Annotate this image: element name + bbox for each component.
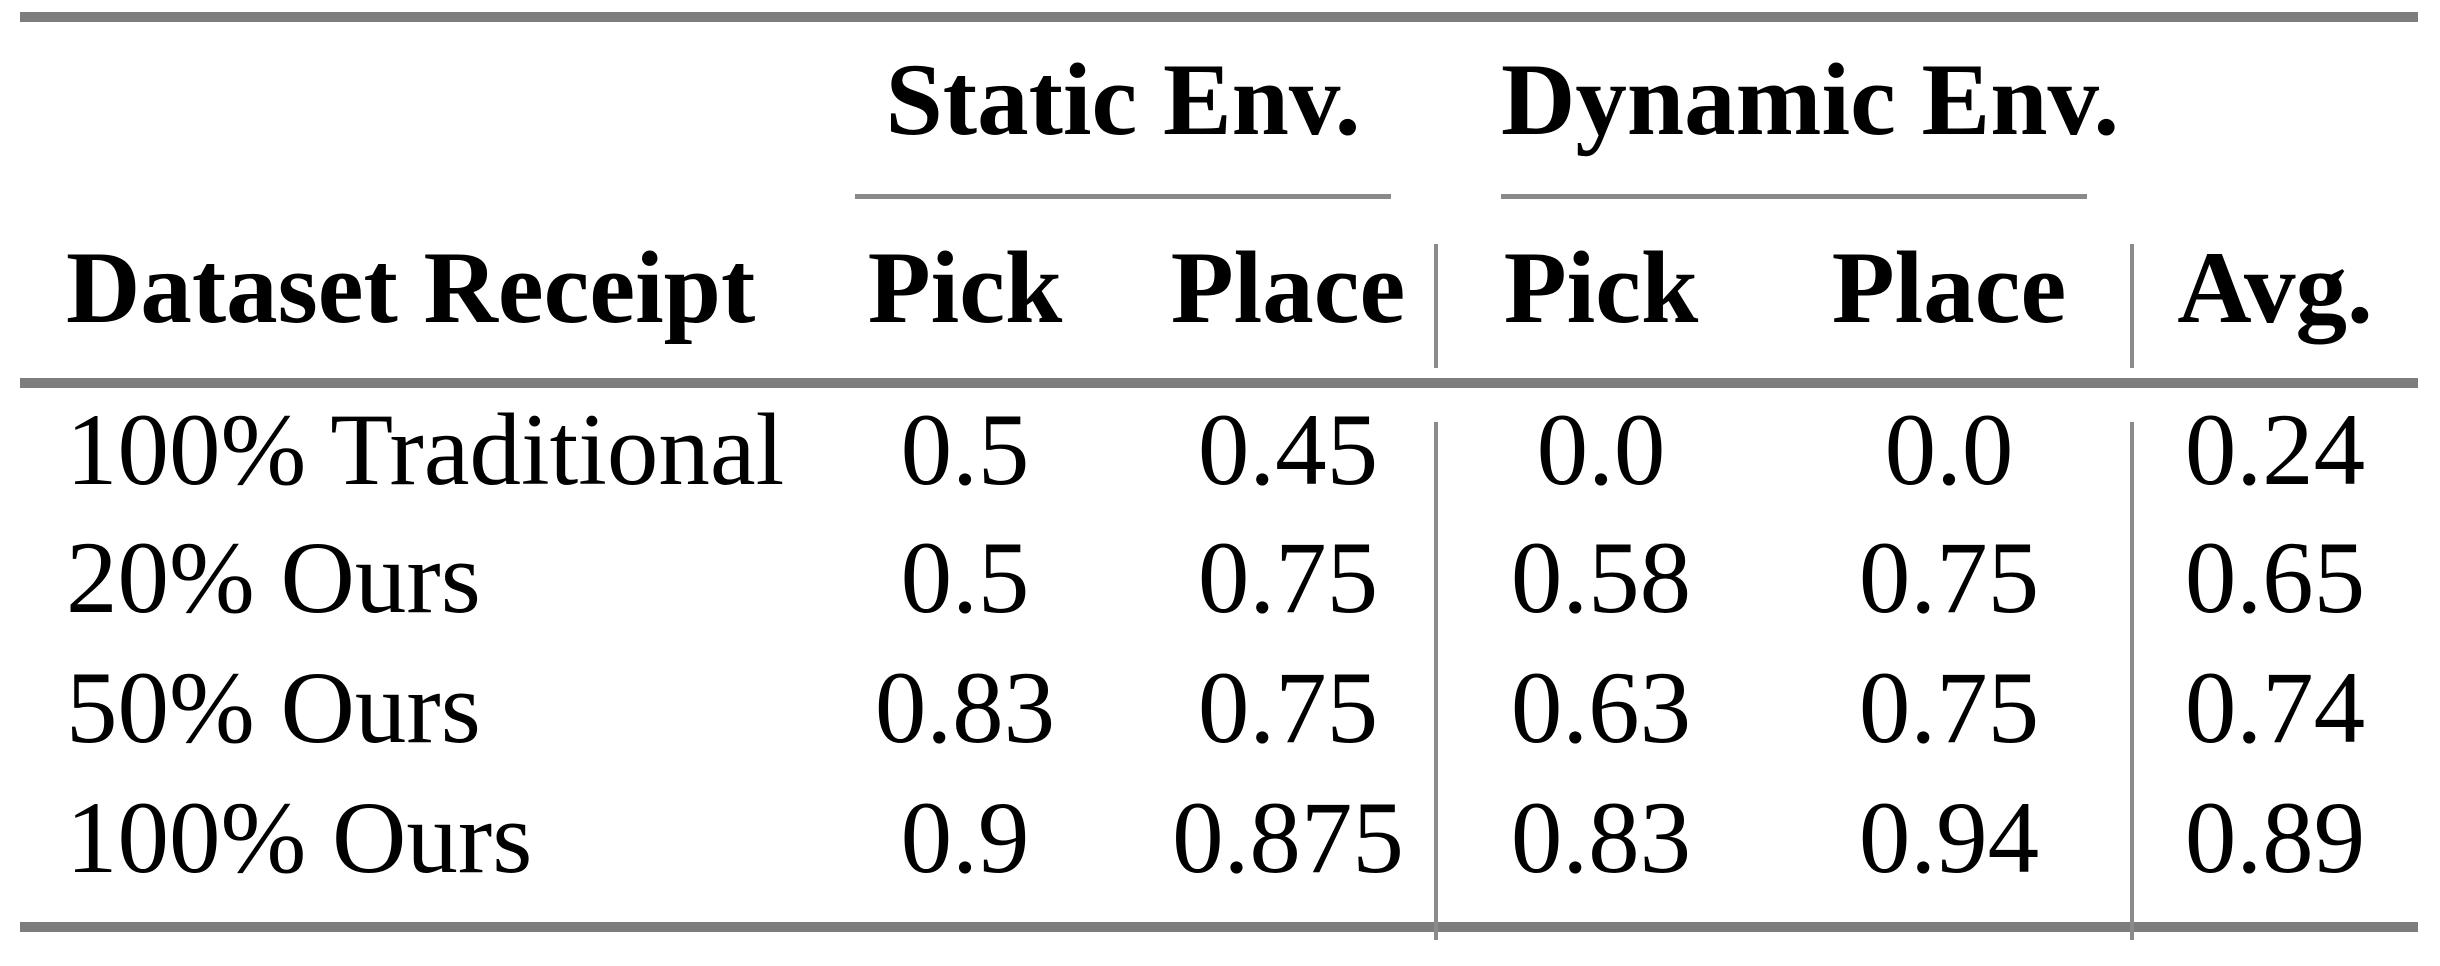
table-row-20pct-ours: 20% Ours 0.5 0.75 0.58 0.75 0.65 [20, 513, 2418, 643]
cell-static-pick: 0.83 [874, 650, 1056, 765]
row-label: 100% Traditional [66, 393, 785, 507]
static-env-underline-rule [855, 194, 1391, 199]
column-header-avg: Avg. [2132, 199, 2419, 388]
body-column-separator-static-dynamic [1434, 422, 1438, 940]
bottom-spacer-row [20, 903, 2418, 927]
header-column-separator-dynamic-avg [2130, 244, 2134, 368]
cell-static-pick: 0.5 [900, 520, 1030, 635]
cell-static-place: 0.75 [1197, 520, 1379, 635]
row-label: 50% Ours [66, 650, 481, 765]
body-column-separator-dynamic-avg [2130, 422, 2134, 940]
header-column-separator-static-dynamic [1434, 244, 1438, 368]
cell-dynamic-place: 0.0 [1884, 393, 2014, 507]
cell-dynamic-place: 0.94 [1858, 780, 2040, 895]
column-header-dynamic-place: Place [1766, 199, 2133, 388]
group-header-static-env: Static Env. [790, 17, 1436, 199]
cell-dynamic-pick: 0.58 [1510, 520, 1692, 635]
cell-static-place: 0.875 [1172, 780, 1404, 895]
table-row-100pct-traditional: 100% Traditional 0.5 0.45 0.0 0.0 0.24 [20, 383, 2418, 513]
row-label: 20% Ours [66, 520, 481, 635]
cell-dynamic-pick: 0.63 [1510, 650, 1692, 765]
group-header-static-env-label: Static Env. [885, 43, 1361, 157]
table-row-50pct-ours: 50% Ours 0.83 0.75 0.63 0.75 0.74 [20, 643, 2418, 773]
column-header-static-pick: Pick [790, 199, 1140, 388]
cell-avg: 0.74 [2184, 650, 2366, 765]
table-row-100pct-ours: 100% Ours 0.9 0.875 0.83 0.94 0.89 [20, 773, 2418, 903]
column-header-dataset-receipt: Dataset Receipt [20, 199, 790, 388]
cell-static-pick: 0.5 [900, 393, 1030, 507]
cell-avg: 0.24 [2184, 393, 2366, 507]
cell-static-place: 0.45 [1197, 393, 1379, 507]
column-header-row: Dataset Receipt Pick Place Pick Place Av… [20, 199, 2419, 388]
cell-static-place: 0.75 [1197, 650, 1379, 765]
group-header-row: Static Env. Dynamic Env. [20, 17, 2418, 199]
cell-static-pick: 0.9 [900, 780, 1030, 895]
group-header-dynamic-env: Dynamic Env. [1436, 17, 2132, 199]
cell-avg: 0.65 [2184, 520, 2366, 635]
column-header-static-place: Place [1140, 199, 1436, 388]
cell-dynamic-pick: 0.0 [1536, 393, 1666, 507]
row-label: 100% Ours [66, 780, 533, 895]
cell-dynamic-pick: 0.83 [1510, 780, 1692, 895]
cell-dynamic-place: 0.75 [1858, 520, 2040, 635]
cell-dynamic-place: 0.75 [1858, 650, 2040, 765]
results-table: Static Env. Dynamic Env. Dataset Receipt… [20, 12, 2419, 932]
group-header-spacer-left [20, 17, 790, 199]
column-header-dynamic-pick: Pick [1436, 199, 1766, 388]
group-header-spacer-right [2132, 17, 2418, 199]
group-header-dynamic-env-label: Dynamic Env. [1501, 43, 2120, 157]
cell-avg: 0.89 [2184, 780, 2366, 895]
dynamic-env-underline-rule [1501, 194, 2088, 199]
